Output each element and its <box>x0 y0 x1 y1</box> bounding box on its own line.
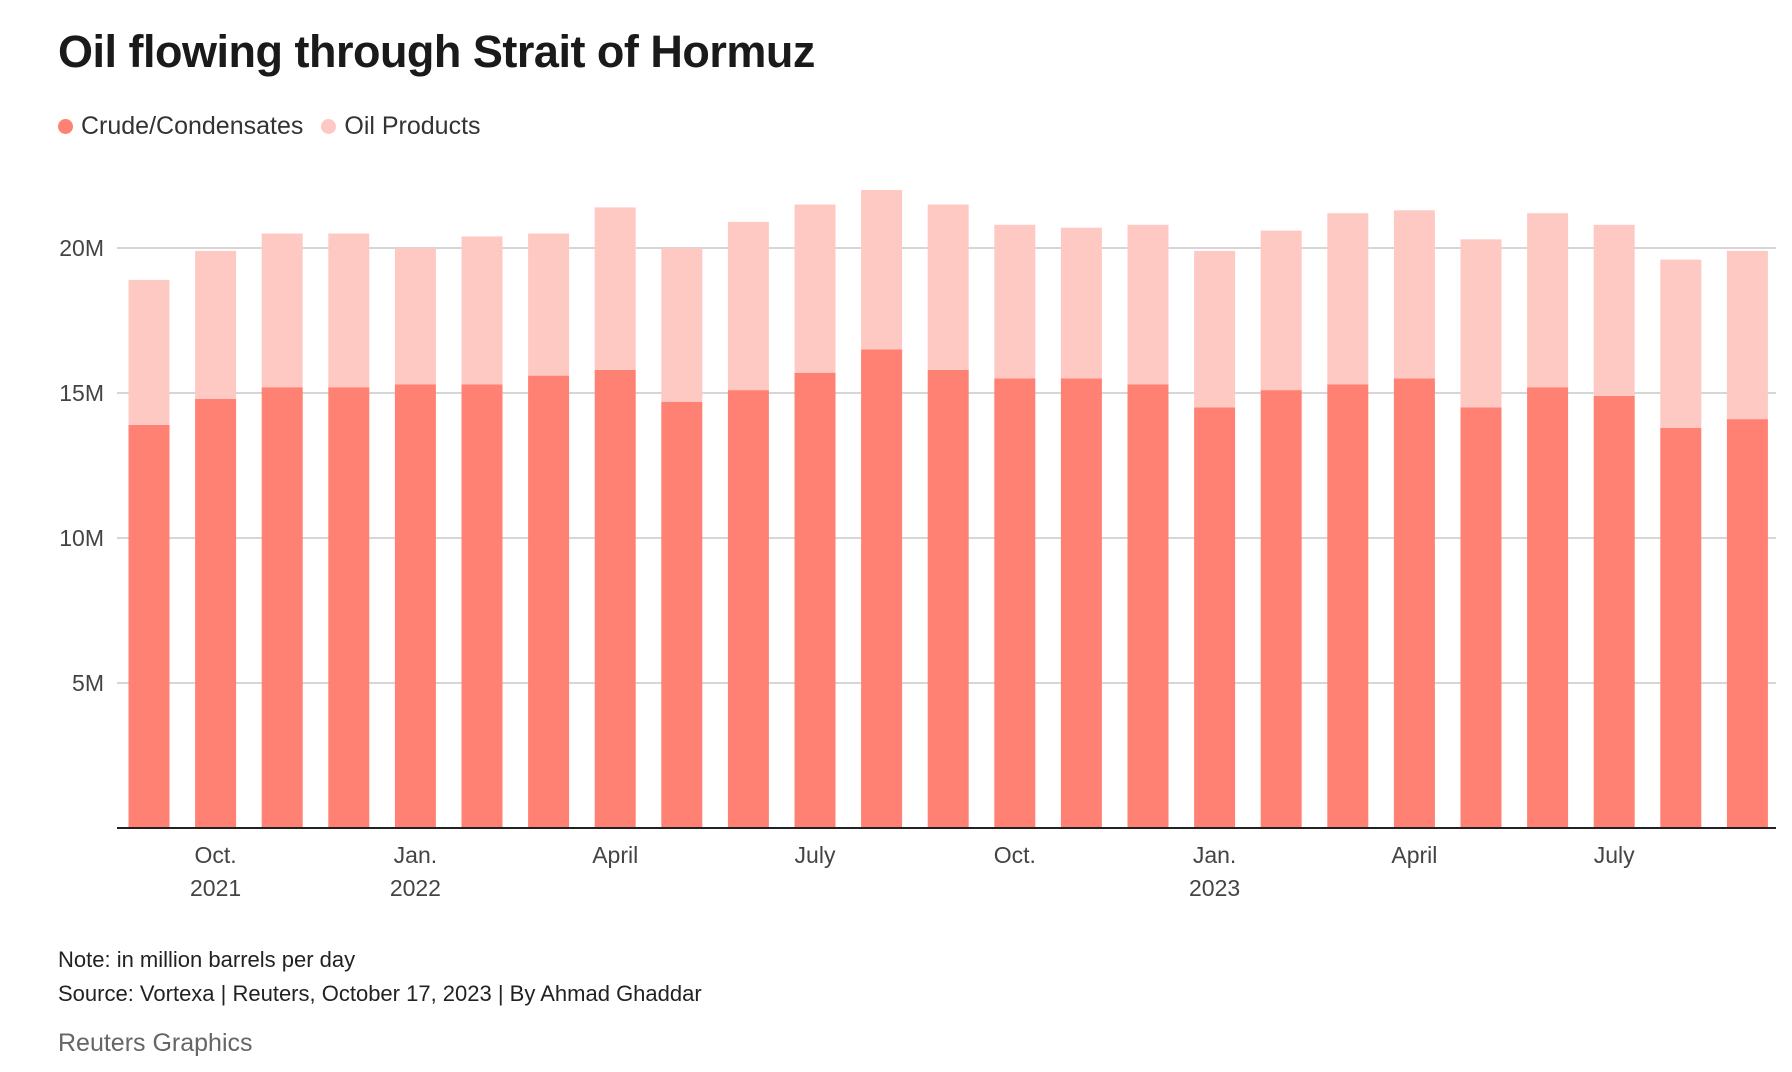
bar-crude-condensates <box>128 424 170 828</box>
bar-oil-products <box>1393 210 1435 379</box>
axes: 5M 10M 15M 20M Oct. 2021 Jan. 2022 April July Oct.… <box>59 235 1776 901</box>
bar-crude-condensates <box>1260 390 1302 828</box>
chart-note: Note: in million barrels per day <box>58 947 356 972</box>
x-tick-label: Oct. <box>994 842 1036 868</box>
bar-oil-products <box>128 279 170 425</box>
legend-label-products: Oil Products <box>344 112 481 140</box>
legend: Crude/Condensates Oil Products <box>58 112 481 141</box>
bar-oil-products <box>1060 227 1102 379</box>
x-tick-year-label: 2022 <box>390 875 441 901</box>
chart-title: Oil flowing through Strait of Hormuz <box>58 26 815 77</box>
x-tick-label: July <box>1594 842 1635 868</box>
bar-oil-products <box>794 204 836 373</box>
bar-oil-products <box>994 224 1036 379</box>
bar-crude-condensates <box>1393 378 1435 828</box>
legend-swatch-products <box>321 119 337 134</box>
x-tick-label: Jan. <box>394 842 437 868</box>
y-tick-label: 10M <box>59 525 104 551</box>
bar-oil-products <box>727 221 769 391</box>
x-tick-label: Oct. <box>195 842 237 868</box>
brand-credit: Reuters Graphics <box>58 1029 253 1057</box>
bar-crude-condensates <box>1726 419 1768 828</box>
bar-crude-condensates <box>394 384 436 828</box>
bars <box>128 190 1768 828</box>
bar-oil-products <box>661 248 703 402</box>
bar-oil-products <box>1327 213 1369 385</box>
bar-crude-condensates <box>1593 395 1635 828</box>
bar-crude-condensates <box>861 349 903 828</box>
x-tick-year-label: 2023 <box>1189 875 1240 901</box>
bar-crude-condensates <box>1127 384 1169 828</box>
bar-oil-products <box>195 250 237 399</box>
y-tick-label: 20M <box>59 235 104 261</box>
bar-oil-products <box>1726 250 1768 420</box>
bar-oil-products <box>461 236 503 385</box>
bar-crude-condensates <box>1660 427 1702 828</box>
bar-oil-products <box>1127 224 1169 385</box>
x-tick-label: Jan. <box>1193 842 1236 868</box>
bar-oil-products <box>1194 250 1236 408</box>
bar-crude-condensates <box>1060 378 1102 828</box>
bar-oil-products <box>1460 239 1502 408</box>
bar-crude-condensates <box>1460 407 1502 828</box>
bar-crude-condensates <box>195 398 237 828</box>
bar-crude-condensates <box>594 369 636 828</box>
bar-oil-products <box>1593 224 1635 396</box>
bar-oil-products <box>528 233 570 376</box>
bar-crude-condensates <box>1327 384 1369 828</box>
bar-crude-condensates <box>727 390 769 828</box>
bar-crude-condensates <box>261 387 303 828</box>
bar-oil-products <box>1527 213 1569 388</box>
bar-oil-products <box>1260 230 1302 391</box>
bar-crude-condensates <box>994 378 1036 828</box>
x-tick-label: July <box>795 842 836 868</box>
bar-crude-condensates <box>328 387 370 828</box>
x-tick-label: April <box>1391 842 1437 868</box>
bar-oil-products <box>328 233 370 388</box>
bar-oil-products <box>861 190 903 350</box>
legend-swatch-crude <box>58 119 73 134</box>
bar-crude-condensates <box>528 375 570 828</box>
legend-item-products: Oil Products <box>321 112 481 141</box>
chart-source: Source: Vortexa | Reuters, October 17, 2… <box>58 981 702 1006</box>
legend-item-crude: Crude/Condensates <box>58 112 303 141</box>
bar-crude-condensates <box>1527 387 1569 828</box>
y-tick-label: 5M <box>72 670 104 696</box>
bar-crude-condensates <box>461 384 503 828</box>
x-tick-label: April <box>592 842 638 868</box>
bar-oil-products <box>394 248 436 385</box>
bar-oil-products <box>594 207 636 370</box>
bar-crude-condensates <box>1194 407 1236 828</box>
bar-oil-products <box>927 204 969 370</box>
bar-crude-condensates <box>927 369 969 828</box>
bar-oil-products <box>261 233 303 388</box>
legend-label-crude: Crude/Condensates <box>81 112 304 140</box>
x-tick-year-label: 2021 <box>190 875 241 901</box>
y-tick-label: 15M <box>59 380 104 406</box>
bar-crude-condensates <box>794 372 836 828</box>
bar-crude-condensates <box>661 401 703 828</box>
bar-oil-products <box>1660 259 1702 428</box>
